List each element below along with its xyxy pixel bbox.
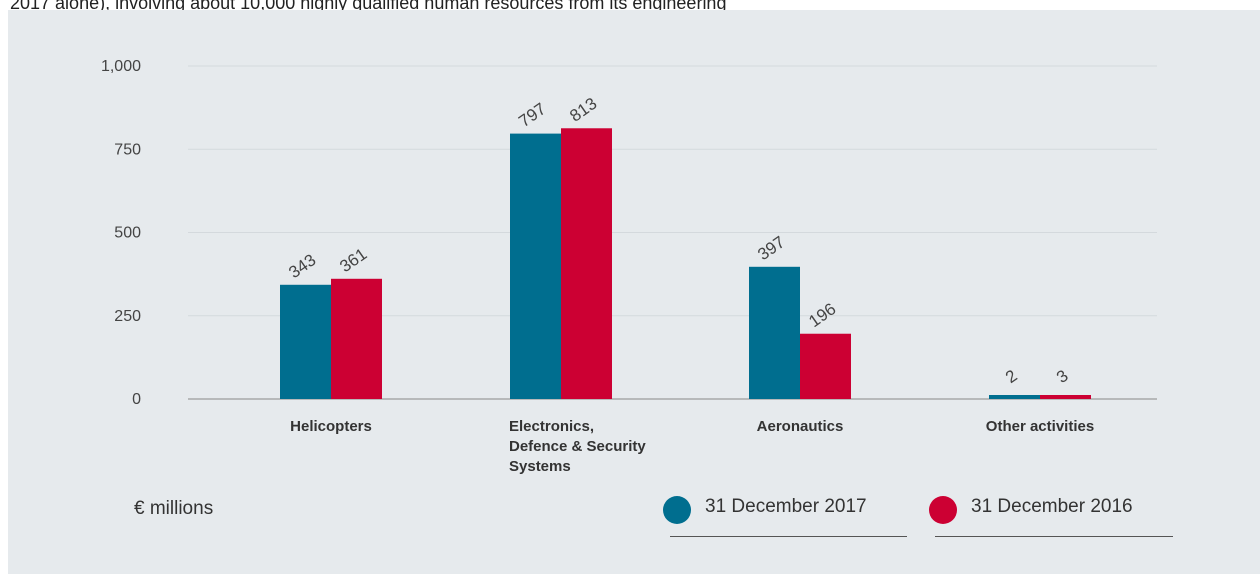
legend-swatch-2016 bbox=[929, 496, 957, 524]
data-label: 813 bbox=[566, 94, 600, 126]
unit-label: € millions bbox=[134, 498, 214, 519]
data-labels: 343 797 397 2 361 813 196 3 bbox=[285, 94, 1071, 387]
bar bbox=[989, 395, 1040, 399]
y-tick-label: 750 bbox=[114, 141, 141, 158]
data-label: 196 bbox=[805, 299, 839, 331]
bar bbox=[1040, 395, 1091, 399]
bar bbox=[280, 284, 331, 399]
bar bbox=[561, 128, 612, 399]
legend-label-2017: 31 December 2017 bbox=[705, 496, 867, 517]
data-label: 397 bbox=[754, 232, 788, 264]
bar bbox=[510, 133, 561, 399]
y-tick-label: 0 bbox=[132, 391, 141, 408]
y-axis-ticks: 0 250 500 750 1,000 bbox=[101, 58, 141, 408]
x-axis-categories: Helicopters Electronics, Defence & Securit… bbox=[290, 418, 1094, 475]
x-category-label: Other activities bbox=[986, 418, 1094, 435]
data-label: 343 bbox=[285, 250, 319, 282]
data-label: 361 bbox=[336, 244, 370, 276]
x-category-label: Defence & Security bbox=[509, 438, 646, 455]
data-label: 3 bbox=[1053, 366, 1072, 387]
y-tick-label: 250 bbox=[114, 308, 141, 325]
x-category-label: Systems bbox=[509, 458, 571, 475]
intro-text-fragment: 2017 alone), involving about 10,000 high… bbox=[10, 0, 727, 13]
y-tick-label: 500 bbox=[114, 225, 141, 242]
legend-swatch-2017 bbox=[663, 496, 691, 524]
y-tick-label: 1,000 bbox=[101, 58, 141, 75]
legend-label-2016: 31 December 2016 bbox=[971, 496, 1133, 517]
data-label: 2 bbox=[1002, 366, 1021, 387]
x-category-label: Helicopters bbox=[290, 418, 372, 435]
data-label: 797 bbox=[515, 99, 549, 131]
bars bbox=[280, 128, 1091, 399]
x-category-label: Aeronautics bbox=[757, 418, 844, 435]
bar bbox=[749, 266, 800, 399]
x-category-label: Electronics, bbox=[509, 418, 594, 435]
bar bbox=[800, 333, 851, 399]
legend-rule-2016 bbox=[935, 536, 1173, 537]
chart-panel bbox=[8, 10, 1260, 574]
legend-rule-2017 bbox=[670, 536, 907, 537]
bar bbox=[331, 278, 382, 399]
